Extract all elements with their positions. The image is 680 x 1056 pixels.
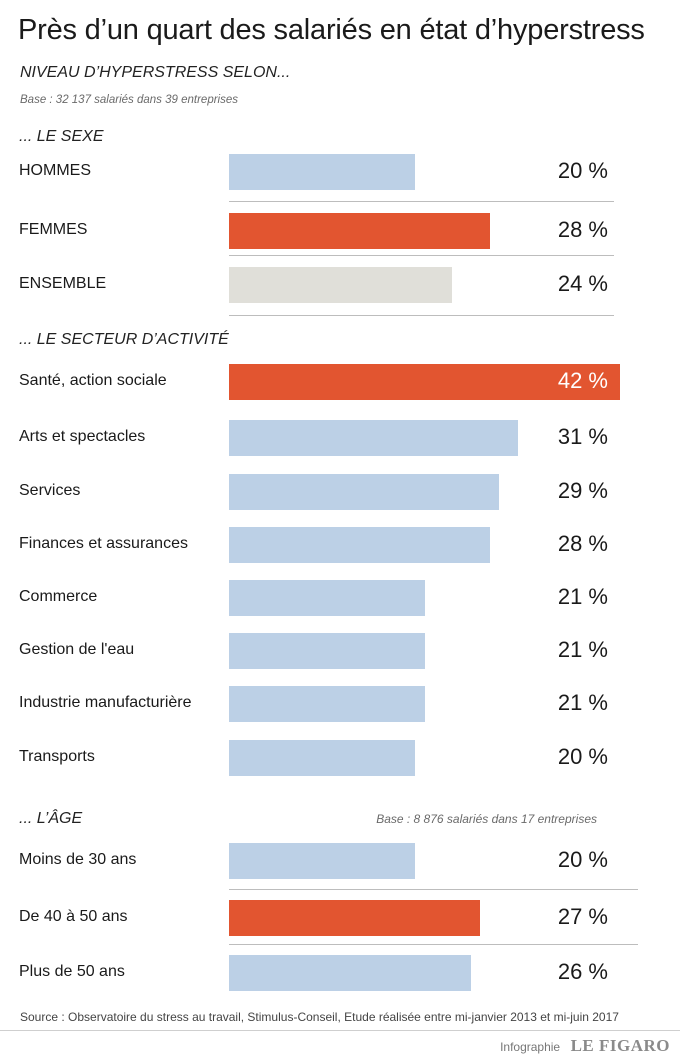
category-label: Transports (19, 748, 95, 765)
value-label: 29 % (557, 478, 608, 503)
footer-divider (0, 1030, 680, 1031)
credit-prefix: Infographie (500, 1040, 561, 1054)
category-label: FEMMES (19, 221, 88, 238)
section-label: ... LE SEXE (19, 128, 104, 145)
bar (229, 740, 415, 776)
brand-logo: LE FIGARO (570, 1036, 670, 1055)
section-label: ... L’ÂGE (19, 810, 83, 827)
value-label: 20 % (557, 847, 608, 872)
category-label: Plus de 50 ans (19, 963, 125, 980)
bar (229, 267, 452, 303)
category-label: Industrie manufacturière (19, 694, 192, 711)
chart-title: Près d’un quart des salariés en état d’h… (18, 14, 645, 46)
bar (229, 900, 480, 936)
value-label: 31 % (557, 424, 608, 449)
value-label: 28 % (557, 531, 608, 556)
bar (229, 686, 425, 722)
row-divider (229, 944, 638, 945)
row-divider (229, 889, 638, 890)
value-label: 28 % (557, 217, 608, 242)
value-label: 21 % (557, 690, 608, 715)
credit: Infographie LE FIGARO (500, 1036, 670, 1056)
category-label: De 40 à 50 ans (19, 908, 128, 925)
category-label: Arts et spectacles (19, 428, 146, 445)
category-label: ENSEMBLE (19, 275, 107, 292)
value-label: 20 % (557, 158, 608, 183)
chart-subtitle: NIVEAU D’HYPERSTRESS SELON... (20, 64, 291, 81)
bar (229, 154, 415, 190)
category-label: Services (19, 482, 81, 499)
row-divider (229, 255, 614, 256)
bar (229, 580, 425, 616)
base-note: Base : 32 137 salariés dans 39 entrepris… (20, 94, 238, 106)
bar (229, 474, 499, 510)
section-base-note: Base : 8 876 salariés dans 17 entreprise… (376, 812, 597, 826)
bar (229, 420, 518, 456)
category-label: Moins de 30 ans (19, 851, 137, 868)
bar (229, 843, 415, 879)
category-label: Santé, action sociale (19, 372, 167, 389)
row-divider (229, 201, 614, 202)
value-label: 20 % (557, 744, 608, 769)
bar (229, 955, 471, 991)
bar (229, 633, 425, 669)
row-divider (229, 315, 614, 316)
category-label: Commerce (19, 588, 98, 605)
value-label: 27 % (557, 904, 608, 929)
category-label: Finances et assurances (19, 535, 188, 552)
bar (229, 364, 620, 400)
value-label: 42 % (557, 368, 608, 393)
value-label: 24 % (557, 271, 608, 296)
bar (229, 527, 490, 563)
value-label: 21 % (557, 637, 608, 662)
source-note: Source : Observatoire du stress au trava… (20, 1010, 619, 1024)
value-label: 26 % (557, 959, 608, 984)
category-label: Gestion de l'eau (19, 641, 135, 658)
section-label: ... LE SECTEUR D’ACTIVITÉ (19, 331, 229, 348)
value-label: 21 % (557, 584, 608, 609)
category-label: HOMMES (19, 162, 91, 179)
bar (229, 213, 490, 249)
